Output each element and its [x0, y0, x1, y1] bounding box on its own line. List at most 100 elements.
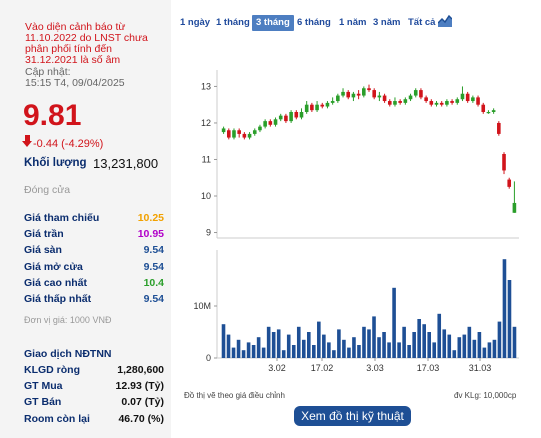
- candle-body: [310, 104, 314, 111]
- volume-bar: [362, 326, 366, 358]
- candle-body: [273, 119, 278, 125]
- warning-text: Vào diện cảnh báo từ 11.10.2022 do LNST …: [25, 21, 148, 66]
- volume-bar: [482, 347, 487, 358]
- candle-body: [330, 101, 335, 103]
- volume-label: Khối lượng: [24, 157, 87, 169]
- candle-body: [289, 112, 293, 122]
- candle-body: [434, 102, 439, 105]
- volume-value: 13,231,800: [93, 156, 159, 171]
- candle-body: [382, 95, 387, 102]
- tab-3-months[interactable]: 3 tháng: [252, 15, 294, 31]
- volume-bar: [437, 313, 442, 358]
- volume-bar: [392, 287, 396, 358]
- volume-bar: [477, 332, 482, 358]
- candle-body: [497, 122, 501, 134]
- volume-bar: [432, 342, 437, 358]
- candle-body: [486, 112, 491, 114]
- volume-bar: [447, 334, 452, 358]
- volume-bar: [467, 326, 472, 358]
- candle-body: [362, 88, 366, 96]
- x-tick-label: 31.03: [469, 363, 492, 373]
- volume-bar: [337, 329, 341, 358]
- volume-bar: [221, 324, 226, 358]
- candle-body: [408, 95, 413, 100]
- stat-label: Giá trần: [24, 228, 64, 241]
- price-change: -0.44 (-4.29%): [33, 138, 104, 150]
- candle-body: [237, 130, 241, 134]
- price-tick-label: 10: [201, 191, 211, 201]
- candle-body: [450, 101, 454, 103]
- line-chart-icon[interactable]: [438, 14, 452, 28]
- volume-bar: [261, 347, 266, 358]
- stat-value: 10.95: [137, 228, 164, 241]
- tab-1-year[interactable]: 1 năm: [339, 17, 367, 28]
- updated-info: Cập nhật: 15:15 T4, 09/04/2025: [25, 67, 165, 89]
- candle-body: [325, 102, 330, 107]
- tab-all[interactable]: Tất cả: [408, 17, 436, 28]
- candle-body: [439, 102, 444, 105]
- candle-body: [471, 97, 475, 102]
- volume-bar: [241, 350, 246, 358]
- updated-label: Cập nhật:: [25, 66, 71, 78]
- foreign-trade-title: Giao dịch NĐTNN: [24, 348, 112, 360]
- tab-3-years[interactable]: 3 năm: [373, 17, 401, 28]
- volume-tick-label: 10M: [193, 301, 211, 311]
- volume-bar: [427, 332, 432, 358]
- ndt-row: Room còn lại 46.70 (%): [24, 411, 166, 427]
- volume-bar: [291, 345, 296, 358]
- volume-bar: [497, 321, 502, 358]
- candle-body: [512, 202, 517, 213]
- ndt-value: 12.93 (Tỷ): [115, 380, 164, 393]
- candle-body: [263, 121, 267, 127]
- tab-1-month[interactable]: 1 tháng: [216, 17, 250, 28]
- candle-body: [507, 179, 512, 187]
- volume-bar: [271, 332, 276, 358]
- ndt-label: Room còn lại: [24, 412, 90, 425]
- volume-bar: [472, 339, 477, 358]
- candle-body: [304, 104, 309, 112]
- current-price: 9.81: [23, 99, 82, 132]
- volume-bar: [231, 347, 236, 358]
- stat-value: 9.54: [143, 292, 164, 305]
- volume-bar: [487, 342, 492, 358]
- volume-bar: [327, 342, 331, 358]
- candle-body: [258, 126, 262, 131]
- tab-6-months[interactable]: 6 tháng: [297, 17, 331, 28]
- volume-bar: [301, 339, 306, 358]
- chart-footnote: Đồ thị vẽ theo giá điều chỉnh: [184, 391, 285, 400]
- volume-bar: [457, 337, 462, 358]
- ndt-row: GT Mua 12.93 (Tỷ): [24, 378, 166, 394]
- candle-body: [320, 104, 325, 107]
- price-tick-label: 12: [201, 118, 211, 128]
- stock-summary-panel: [0, 0, 171, 438]
- volume-bar: [502, 259, 507, 358]
- volume-bar: [442, 329, 447, 358]
- candle-body: [413, 90, 418, 96]
- volume-bar: [367, 329, 371, 358]
- stat-value: 10.4: [143, 276, 164, 289]
- unit-note: Đơn vị giá: 1000 VNĐ: [24, 315, 112, 325]
- candle-body: [465, 93, 470, 102]
- stat-label: Giá sàn: [24, 244, 62, 257]
- volume-bar: [296, 326, 301, 358]
- volume-bar: [357, 345, 361, 358]
- foreign-trade-stats: KLGD ròng 1,280,600 GT Mua 12.93 (Tỷ) GT B…: [24, 362, 166, 427]
- technical-chart-button[interactable]: Xem đồ thị kỹ thuật: [294, 406, 411, 426]
- volume-bar: [462, 334, 467, 358]
- candle-body: [429, 101, 434, 105]
- price-stats: Giá tham chiếu 10.25 Giá trần 10.95 Giá sà…: [24, 210, 166, 307]
- volume-bar: [492, 339, 497, 358]
- x-tick-label: 3.03: [366, 363, 384, 373]
- volume-bar: [452, 350, 457, 358]
- candle-body: [455, 99, 460, 103]
- volume-bar: [342, 339, 346, 358]
- tab-1-day[interactable]: 1 ngày: [180, 17, 211, 28]
- volume-bar: [236, 339, 241, 358]
- volume-bar: [332, 350, 336, 358]
- volume-bar: [347, 347, 351, 358]
- x-tick-label: 3.02: [268, 363, 286, 373]
- volume-bar: [281, 350, 286, 358]
- candle-body: [377, 95, 382, 98]
- volume-unit-note: đv KLg: 10,000cp: [454, 391, 517, 400]
- volume-bar: [246, 342, 251, 358]
